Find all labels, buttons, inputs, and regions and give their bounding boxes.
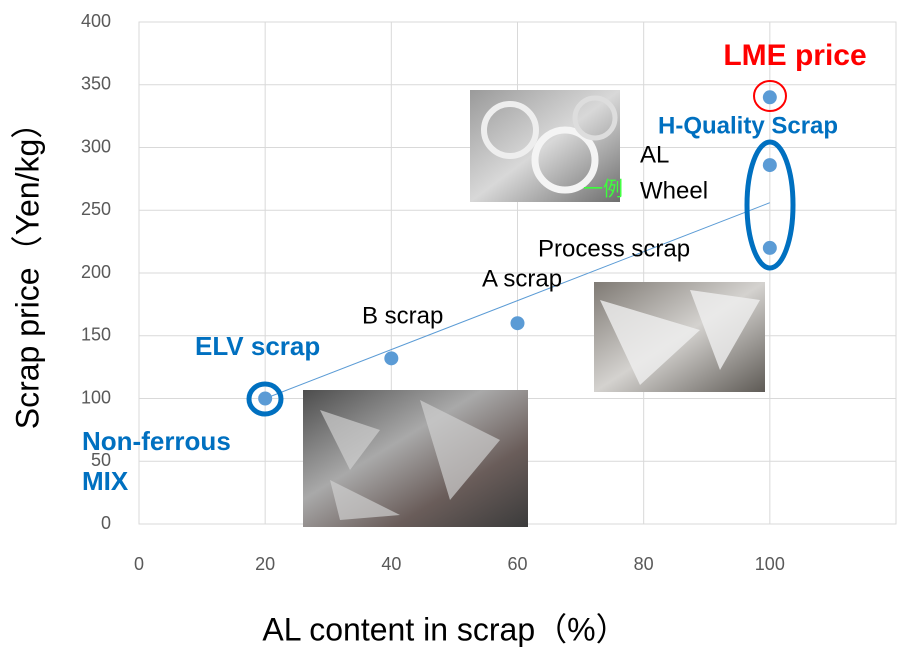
x-tick-label: 0 (134, 554, 144, 574)
y-tick-label: 200 (81, 262, 111, 282)
data-point (763, 158, 777, 172)
data-point (763, 90, 777, 104)
annotation: B scrap (362, 302, 443, 329)
x-tick-label: 100 (755, 554, 785, 574)
data-point (258, 392, 272, 406)
y-tick-label: 100 (81, 387, 111, 407)
y-axis-title: Scrap price（Yen/kg） (9, 107, 45, 430)
y-tick-label: 400 (81, 11, 111, 31)
y-tick-label: 0 (101, 513, 111, 533)
data-point (384, 351, 398, 365)
photo-caption: 一例 (583, 177, 623, 200)
x-tick-label: 20 (255, 554, 275, 574)
x-tick-label: 60 (507, 554, 527, 574)
annotation: H-Quality Scrap (658, 112, 838, 139)
x-axis-title: AL content in scrap（%） (262, 611, 627, 647)
annotation: Non-ferrous (82, 426, 231, 456)
x-tick-label: 40 (381, 554, 401, 574)
x-tick-label: 80 (634, 554, 654, 574)
y-tick-label: 350 (81, 74, 111, 94)
annotation: MIX (82, 466, 129, 496)
annotation: Wheel (640, 177, 708, 204)
annotation: Process scrap (538, 235, 690, 262)
y-tick-label: 250 (81, 199, 111, 219)
annotation: A scrap (482, 265, 562, 292)
annotation: LME price (723, 39, 866, 72)
y-tick-label: 300 (81, 136, 111, 156)
annotation: ELV scrap (195, 331, 320, 361)
chart: 一例 050100150200250300350400020406080100A… (0, 0, 924, 650)
data-point (763, 241, 777, 255)
data-point (511, 316, 525, 330)
annotation: AL (640, 141, 669, 168)
y-tick-label: 150 (81, 325, 111, 345)
